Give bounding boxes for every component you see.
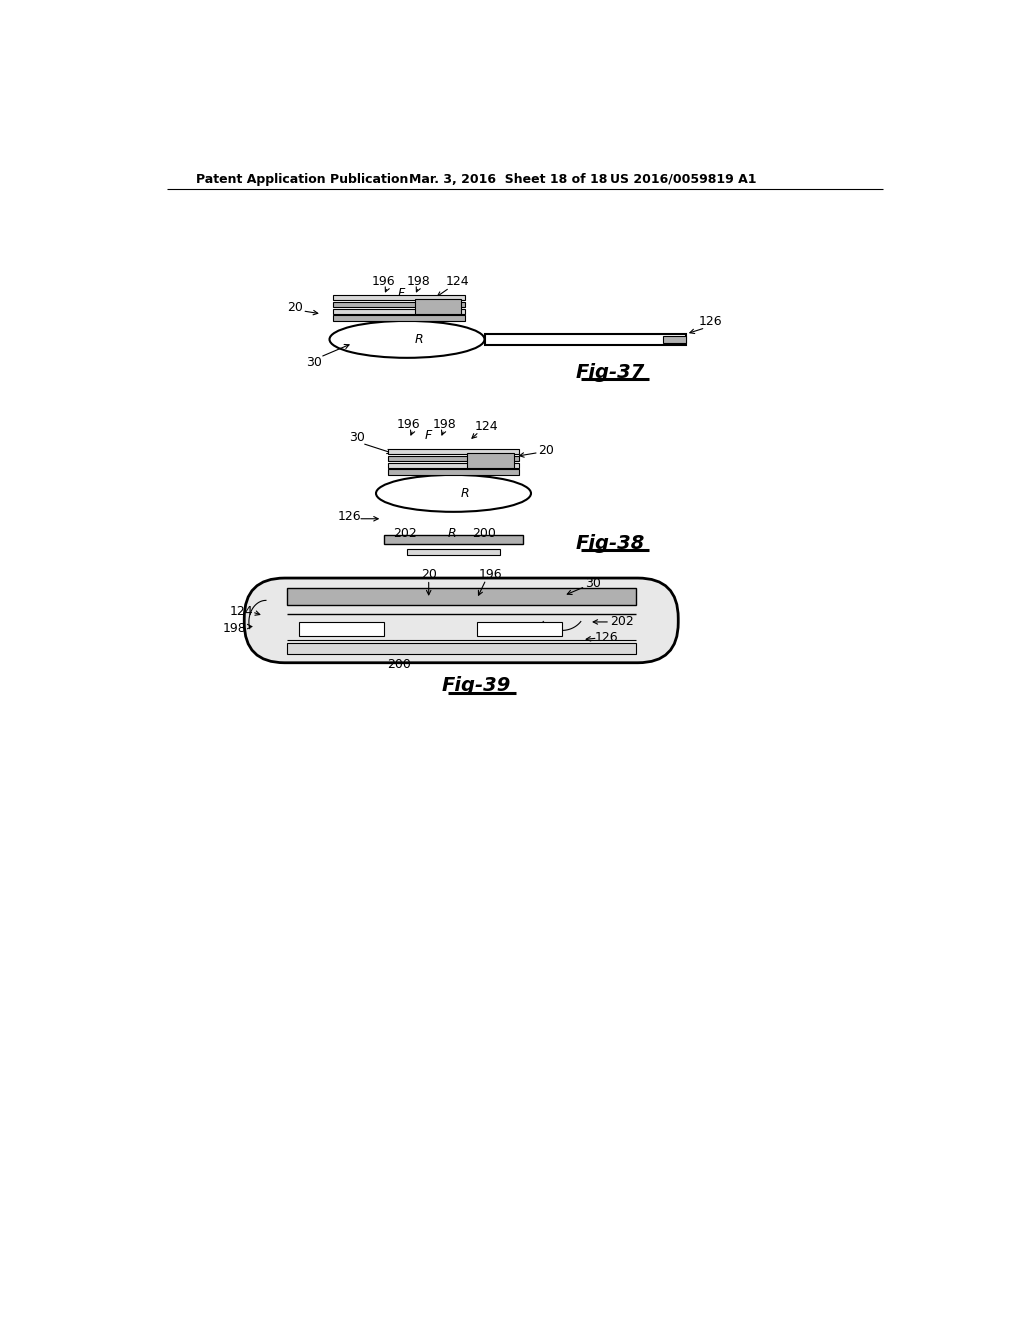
Bar (388, 455, 519, 461)
Ellipse shape (376, 475, 531, 512)
Text: 202: 202 (393, 527, 418, 540)
Bar (334, 315, 465, 321)
Bar (663, 335, 686, 343)
Text: 20: 20 (287, 301, 302, 314)
Text: 196: 196 (372, 275, 395, 288)
Text: Fig-39: Fig-39 (442, 676, 511, 696)
Text: Mar. 3, 2016  Sheet 18 of 18: Mar. 3, 2016 Sheet 18 of 18 (409, 173, 607, 186)
Text: 126: 126 (338, 510, 361, 523)
Bar (388, 470, 519, 475)
Text: R: R (415, 333, 423, 346)
FancyBboxPatch shape (245, 578, 678, 663)
Bar (287, 589, 636, 605)
Bar (484, 334, 686, 345)
Bar (334, 302, 465, 308)
Text: US 2016/0059819 A1: US 2016/0059819 A1 (610, 173, 757, 186)
Text: Fig-37: Fig-37 (575, 363, 645, 381)
Text: 20: 20 (421, 568, 436, 581)
Text: 200: 200 (472, 527, 497, 540)
Text: 30: 30 (306, 356, 322, 370)
Text: 198: 198 (407, 275, 430, 288)
Text: 202: 202 (610, 615, 634, 628)
Bar (415, 298, 461, 314)
Text: 198: 198 (222, 622, 246, 635)
Bar (467, 453, 514, 469)
Text: R: R (461, 487, 469, 500)
Text: 126: 126 (699, 315, 723, 329)
Text: F: F (425, 429, 432, 442)
Bar (388, 449, 519, 454)
Bar (388, 462, 519, 469)
Bar (407, 549, 500, 554)
Bar (334, 294, 465, 300)
Bar (299, 622, 384, 636)
Text: 20: 20 (539, 445, 554, 458)
Bar (477, 622, 562, 636)
Text: 30: 30 (349, 430, 365, 444)
Text: 124: 124 (474, 420, 498, 433)
Text: 126: 126 (595, 631, 618, 644)
Bar (287, 643, 636, 653)
Text: 196: 196 (396, 417, 421, 430)
Text: 198: 198 (432, 417, 456, 430)
Text: F: F (398, 286, 406, 300)
Text: Fig-38: Fig-38 (575, 533, 645, 553)
Text: 196: 196 (479, 568, 503, 581)
Text: 124: 124 (445, 275, 469, 288)
Bar (384, 535, 523, 544)
Text: Patent Application Publication: Patent Application Publication (197, 173, 409, 186)
Text: 30: 30 (585, 577, 601, 590)
Text: R: R (447, 527, 457, 540)
Bar (334, 309, 465, 314)
Text: 124: 124 (230, 605, 254, 618)
Ellipse shape (330, 321, 484, 358)
Text: 200: 200 (387, 657, 412, 671)
